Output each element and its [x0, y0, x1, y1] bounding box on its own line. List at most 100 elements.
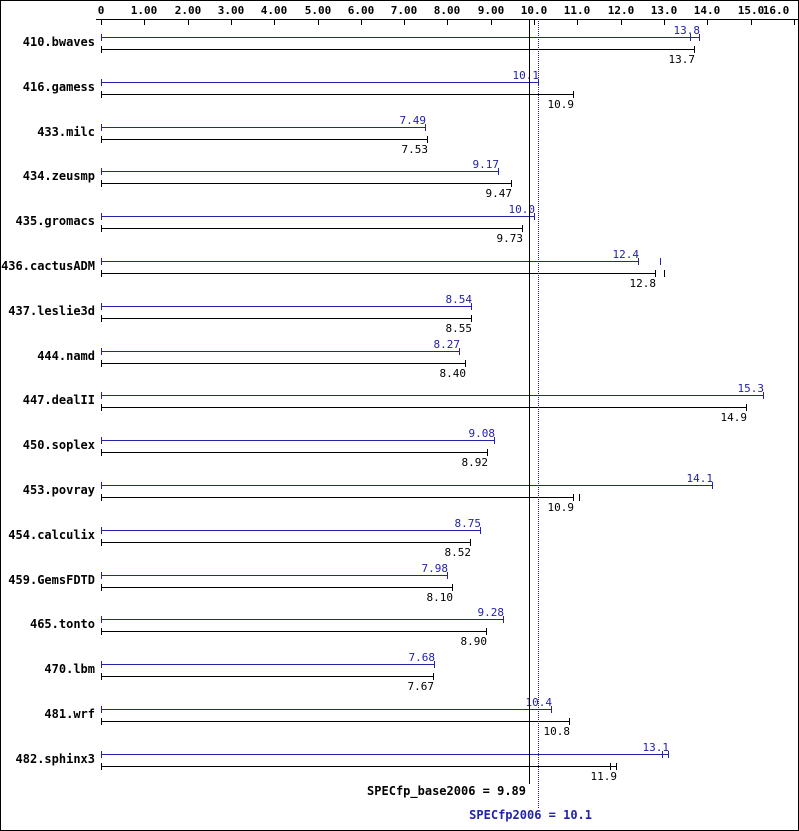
axis-label: 12.0	[607, 4, 635, 17]
axis-tick	[404, 19, 405, 25]
axis-tick	[707, 19, 708, 25]
axis-label: 6.00	[347, 4, 375, 17]
base-bar-end-cap	[470, 539, 471, 546]
base-bar	[101, 94, 573, 95]
axis-tick	[621, 19, 622, 25]
axis-tick	[144, 19, 145, 25]
benchmark-label: 450.soplex	[22, 438, 95, 452]
peak-value-label: 9.28	[477, 606, 505, 619]
base-bar	[101, 183, 511, 184]
mean-line-peak	[538, 19, 539, 808]
peak-bar	[101, 709, 551, 710]
base-value-label: 8.52	[444, 546, 472, 559]
peak-bar	[101, 261, 638, 262]
peak-value-label: 14.1	[686, 472, 714, 485]
base-value-label: 11.9	[590, 770, 618, 783]
peak-bar-start-cap	[101, 392, 102, 399]
axis-label: 7.00	[390, 4, 418, 17]
base-bar-start-cap	[101, 763, 102, 770]
peak-bar-end-cap	[425, 124, 426, 131]
peak-bar-end-cap	[638, 258, 639, 265]
base-bar-start-cap	[101, 449, 102, 456]
axis-label: 0	[97, 4, 105, 17]
axis-tick	[447, 19, 448, 25]
peak-value-label: 13.8	[673, 24, 701, 37]
base-bar-end-cap	[573, 91, 574, 98]
peak-bar-end-cap	[551, 706, 552, 713]
peak-bar-start-cap	[101, 303, 102, 310]
peak-bar-end-cap	[498, 168, 499, 175]
peak-bar	[101, 82, 538, 83]
peak-value-label: 8.54	[445, 293, 473, 306]
base-bar	[101, 587, 452, 588]
peak-value-label: 7.68	[408, 651, 436, 664]
benchmark-label: 434.zeusmp	[22, 169, 95, 183]
base-value-label: 8.10	[426, 591, 454, 604]
base-bar-end-cap	[452, 584, 453, 591]
axis-label: 1.00	[130, 4, 158, 17]
axis-tick	[534, 19, 535, 25]
base-value-label: 8.55	[445, 322, 473, 335]
peak-bar	[101, 619, 503, 620]
base-run-tick	[579, 494, 580, 501]
peak-bar	[101, 530, 480, 531]
base-bar	[101, 363, 465, 364]
base-bar	[101, 407, 746, 408]
axis-tick	[188, 19, 189, 25]
benchmark-label: 482.sphinx3	[15, 752, 95, 766]
peak-bar	[101, 216, 534, 217]
base-value-label: 8.92	[461, 456, 489, 469]
base-bar-start-cap	[101, 315, 102, 322]
base-bar	[101, 721, 569, 722]
peak-run-tick	[662, 751, 663, 758]
peak-run-tick	[690, 34, 691, 41]
peak-bar-start-cap	[101, 258, 102, 265]
peak-bar-start-cap	[101, 482, 102, 489]
base-value-label: 13.7	[668, 53, 696, 66]
peak-bar-end-cap	[712, 482, 713, 489]
base-value-label: 12.8	[629, 277, 657, 290]
benchmark-label: 433.milc	[37, 125, 95, 139]
base-bar	[101, 228, 522, 229]
benchmark-label: 447.dealII	[22, 393, 95, 407]
peak-bar	[101, 306, 471, 307]
peak-bar-end-cap	[503, 616, 504, 623]
base-value-label: 10.9	[547, 98, 575, 111]
base-bar-end-cap	[511, 180, 512, 187]
base-value-label: 7.53	[401, 143, 429, 156]
base-bar	[101, 542, 470, 543]
peak-bar-start-cap	[101, 616, 102, 623]
base-bar	[101, 139, 427, 140]
base-bar-start-cap	[101, 718, 102, 725]
peak-bar-start-cap	[101, 572, 102, 579]
base-value-label: 9.73	[496, 232, 524, 245]
peak-bar-start-cap	[101, 527, 102, 534]
base-bar-start-cap	[101, 673, 102, 680]
base-run-tick	[610, 763, 611, 770]
mean-line-base	[529, 19, 530, 784]
axis-label: 4.00	[260, 4, 288, 17]
base-value-label: 14.9	[720, 411, 748, 424]
base-run-tick	[664, 270, 665, 277]
peak-value-label: 9.17	[472, 158, 500, 171]
axis-label: 10.0	[520, 4, 548, 17]
benchmark-label: 437.leslie3d	[8, 304, 95, 318]
benchmark-label: 444.namd	[37, 349, 95, 363]
axis-label: 11.0	[563, 4, 591, 17]
base-value-label: 10.9	[547, 501, 575, 514]
base-bar	[101, 676, 433, 677]
base-bar-start-cap	[101, 46, 102, 53]
peak-bar-start-cap	[101, 34, 102, 41]
axis-tick	[231, 19, 232, 25]
peak-value-label: 7.98	[421, 562, 449, 575]
base-bar	[101, 452, 487, 453]
base-value-label: 7.67	[407, 680, 435, 693]
base-bar-start-cap	[101, 360, 102, 367]
base-bar-start-cap	[101, 91, 102, 98]
axis-tick	[664, 19, 665, 25]
benchmark-label: 435.gromacs	[15, 214, 95, 228]
peak-value-label: 7.49	[399, 114, 427, 127]
axis-tick	[491, 19, 492, 25]
peak-bar-end-cap	[480, 527, 481, 534]
base-bar	[101, 497, 573, 498]
